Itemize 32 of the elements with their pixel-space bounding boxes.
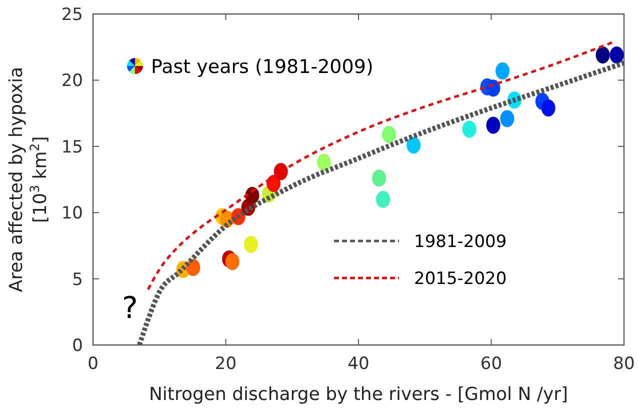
x-tick-label: 0 xyxy=(88,354,98,374)
point xyxy=(244,236,258,253)
x-tick-label: 40 xyxy=(348,354,370,374)
point xyxy=(316,154,331,171)
legend-label: 2015-2020 xyxy=(414,269,507,289)
y-tick-label: 0 xyxy=(72,336,83,356)
annotation: ? xyxy=(122,291,138,326)
point xyxy=(610,46,624,64)
point xyxy=(462,120,476,138)
point xyxy=(500,110,514,128)
x-axis-title: Nitrogen discharge by the rivers - [Gmol N /yr] xyxy=(148,384,568,405)
legend-label: Past years (1981-2009) xyxy=(151,56,374,78)
y-tick-label: 15 xyxy=(61,137,83,158)
point xyxy=(496,62,510,80)
point xyxy=(486,80,500,97)
x-tick-label: 20 xyxy=(214,354,237,374)
point xyxy=(541,100,556,117)
point xyxy=(372,170,386,187)
y-tick-label: 25 xyxy=(61,5,83,25)
point xyxy=(486,116,500,134)
point xyxy=(382,126,396,143)
x-tick-label: 60 xyxy=(480,354,502,374)
y-tick-label: 5 xyxy=(72,270,83,290)
point xyxy=(376,190,390,208)
legend-label: 1981-2009 xyxy=(414,232,507,252)
point xyxy=(596,46,610,64)
line-series xyxy=(146,40,616,291)
x-tick-label: 80 xyxy=(613,354,635,374)
point xyxy=(406,136,421,154)
y-tick-label: 20 xyxy=(61,71,83,92)
y-tick-label: 10 xyxy=(61,204,83,224)
point xyxy=(225,253,240,270)
